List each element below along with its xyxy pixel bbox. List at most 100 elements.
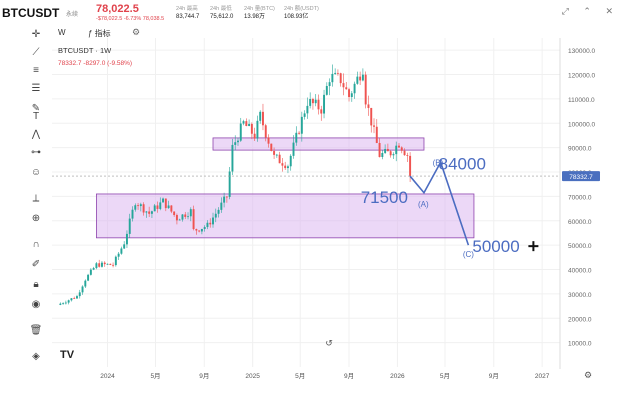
candle-body [398,145,400,148]
candle-body [139,204,142,207]
candle-body [295,132,298,143]
x-tick-label: 5月 [150,372,160,380]
candle-body [225,196,228,198]
wave-label-c: (C) [463,250,474,259]
axis-settings-icon[interactable]: ⚙ [584,371,592,381]
y-tick-label: 130000.0 [568,48,595,55]
candle-body [298,132,301,134]
candle-body [217,209,220,214]
horizontal-lines-icon[interactable]: ≡ [33,65,39,76]
candle-body [300,116,303,134]
lock-draw-icon[interactable]: ✐ [31,259,41,270]
candle-body [320,109,323,114]
candle-body [112,264,115,266]
candle-body [212,217,214,225]
wave-label-b: (B) [433,158,444,167]
pattern-icon[interactable]: ⋀ [31,129,41,140]
reset-view-icon[interactable]: ↺ [325,339,333,349]
candles [52,64,560,306]
candle-body [339,73,342,84]
candle-body [84,280,87,287]
candle-body [67,300,70,303]
candle-body [228,171,231,197]
chart-legend-values: 78332.7 -8297.0 (-9.58%) [58,60,133,67]
stat-turnover: 24h 额(USDT) 108.93亿 [284,6,319,20]
close-icon[interactable]: ✕ [605,6,613,16]
text-tool-icon[interactable]: T [32,111,40,122]
symbol-title[interactable]: BTCUSDT [2,6,60,20]
brush-icon[interactable]: ✎ [31,103,41,114]
trash-icon[interactable]: 🗑︎ [29,325,43,336]
candle-body [250,123,253,134]
candle-body [317,99,320,110]
fibonacci-icon[interactable]: ⊶ [31,147,41,158]
candle-body [95,263,98,269]
candle-body [200,228,203,232]
y-tick-label: 110000.0 [568,97,595,104]
candle-body [78,292,81,297]
candle-body [262,111,264,126]
candle-body [239,123,242,141]
price-change: -$78,022.5 -6.73% 78,038.5 [96,16,165,22]
eye-icon[interactable]: ◉ [31,299,41,310]
interval-button[interactable]: W [58,28,66,37]
target-84000: 84000 [439,154,486,173]
y-tick-label: 100000.0 [568,121,595,128]
y-tick-label: 90000.0 [568,146,592,153]
projection-line[interactable] [409,160,470,246]
x-tick-label: 2024 [100,373,115,380]
y-tick-label: 30000.0 [568,292,592,299]
collapse-icon[interactable]: ⌃ [583,6,591,16]
trendline-icon[interactable]: ⟋ [32,47,40,58]
indicators-button[interactable]: ƒ 指标 [88,29,111,38]
magnet-icon[interactable]: ∩ [32,239,40,250]
x-tick-label: 2027 [535,373,550,380]
projection-path: (A) (B) (C) 71500 84000 50000 [361,154,539,259]
candle-body [286,166,289,169]
zoom-in-icon[interactable]: ⊕ [31,213,41,224]
tradingview-logo: TV [60,349,75,361]
y-tick-label: 50000.0 [568,243,592,250]
layers-icon[interactable]: ◈ [32,351,40,362]
wave-label-a: (A) [418,200,429,209]
candle-body [192,209,195,230]
candle-body [89,269,92,275]
support-zone[interactable] [96,193,475,239]
candle-body [370,107,373,126]
candle-body [203,227,206,229]
candle-body [361,74,364,81]
candle-body [364,74,367,105]
candle-body [76,296,78,299]
candle-body [237,140,239,143]
zones [96,137,475,239]
candle-body [103,262,106,265]
candle-body [137,205,140,207]
candle-body [234,142,237,145]
y-tick-label: 120000.0 [568,73,595,80]
lock-icon[interactable]: 🔒︎ [33,279,39,290]
candle-body [59,303,62,305]
target-71500: 71500 [361,188,408,207]
emoji-icon[interactable]: ☺ [30,167,42,178]
candle-body [334,72,337,74]
expand-icon[interactable]: ⤢ [561,6,569,16]
candle-body [142,204,145,213]
candle-body [209,222,212,225]
cursor-icon[interactable]: ✛ [31,29,41,40]
candle-body [245,121,248,127]
drawing-toolbar: ✛ ⟋ ≡ ☰ ✎ T ⋀ ⊶ ☺ ⟂ ⊕ ∩ ✐ 🔒︎ ◉ 🗑︎ ◈ [0,26,48,378]
candle-body [336,72,339,74]
candle-body [131,209,134,219]
candle-body [98,263,101,267]
stat-low: 24h 最低 75,612.0 [210,6,234,20]
channel-icon[interactable]: ☰ [31,83,41,94]
candle-body [328,82,331,87]
ruler-icon[interactable]: ⟂ [32,193,40,204]
candle-body [284,165,287,169]
candle-body [406,155,409,156]
resistance-zone[interactable] [212,137,425,151]
settings-gear-icon[interactable]: ⚙ [132,27,141,37]
candle-body [114,256,117,266]
candle-body [178,219,181,221]
